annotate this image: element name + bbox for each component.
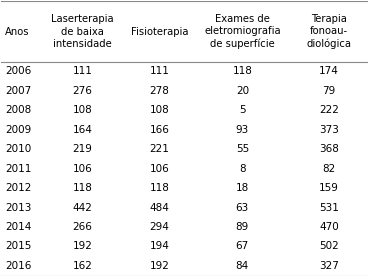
Text: 2013: 2013 (5, 202, 31, 212)
Text: 55: 55 (236, 144, 249, 154)
Text: 118: 118 (232, 66, 252, 76)
Text: 266: 266 (72, 222, 92, 232)
Text: 278: 278 (149, 86, 169, 96)
Text: 108: 108 (72, 105, 92, 115)
Text: 18: 18 (236, 183, 249, 193)
Text: 166: 166 (149, 125, 169, 135)
Text: 192: 192 (72, 242, 92, 252)
Text: Laserterapia
de baixa
intensidade: Laserterapia de baixa intensidade (51, 14, 114, 49)
Text: 106: 106 (149, 164, 169, 174)
Text: 531: 531 (319, 202, 339, 212)
Text: 192: 192 (149, 261, 169, 271)
Text: Anos: Anos (5, 27, 30, 37)
Text: 79: 79 (323, 86, 336, 96)
Text: 164: 164 (72, 125, 92, 135)
Text: 2015: 2015 (5, 242, 31, 252)
Text: 294: 294 (149, 222, 169, 232)
Text: 194: 194 (149, 242, 169, 252)
Text: 159: 159 (319, 183, 339, 193)
Text: 221: 221 (149, 144, 169, 154)
Text: 20: 20 (236, 86, 249, 96)
Text: 162: 162 (72, 261, 92, 271)
Text: 67: 67 (236, 242, 249, 252)
Text: 63: 63 (236, 202, 249, 212)
Text: 2009: 2009 (5, 125, 31, 135)
Text: Exames de
eletromiografia
de superfície: Exames de eletromiografia de superfície (204, 14, 281, 49)
Text: 2007: 2007 (5, 86, 31, 96)
Text: 111: 111 (149, 66, 169, 76)
Text: 82: 82 (323, 164, 336, 174)
Text: 442: 442 (72, 202, 92, 212)
Text: 373: 373 (319, 125, 339, 135)
Text: 5: 5 (239, 105, 246, 115)
Text: 93: 93 (236, 125, 249, 135)
Text: 2012: 2012 (5, 183, 31, 193)
Text: 2016: 2016 (5, 261, 31, 271)
Text: 2014: 2014 (5, 222, 31, 232)
Text: 502: 502 (319, 242, 339, 252)
Text: 219: 219 (72, 144, 92, 154)
Text: 8: 8 (239, 164, 246, 174)
Text: 276: 276 (72, 86, 92, 96)
Text: 106: 106 (72, 164, 92, 174)
Text: Terapia
fonoau-
diológica: Terapia fonoau- diológica (307, 14, 352, 49)
Text: Fisioterapia: Fisioterapia (131, 27, 188, 37)
Text: 174: 174 (319, 66, 339, 76)
Text: 84: 84 (236, 261, 249, 271)
Text: 2006: 2006 (5, 66, 31, 76)
Text: 111: 111 (72, 66, 92, 76)
Text: 368: 368 (319, 144, 339, 154)
Text: 118: 118 (72, 183, 92, 193)
Text: 2010: 2010 (5, 144, 31, 154)
Text: 2011: 2011 (5, 164, 31, 174)
Text: 470: 470 (319, 222, 339, 232)
Text: 327: 327 (319, 261, 339, 271)
Text: 2008: 2008 (5, 105, 31, 115)
Text: 108: 108 (149, 105, 169, 115)
Text: 222: 222 (319, 105, 339, 115)
Text: 484: 484 (149, 202, 169, 212)
Text: 118: 118 (149, 183, 169, 193)
Text: 89: 89 (236, 222, 249, 232)
